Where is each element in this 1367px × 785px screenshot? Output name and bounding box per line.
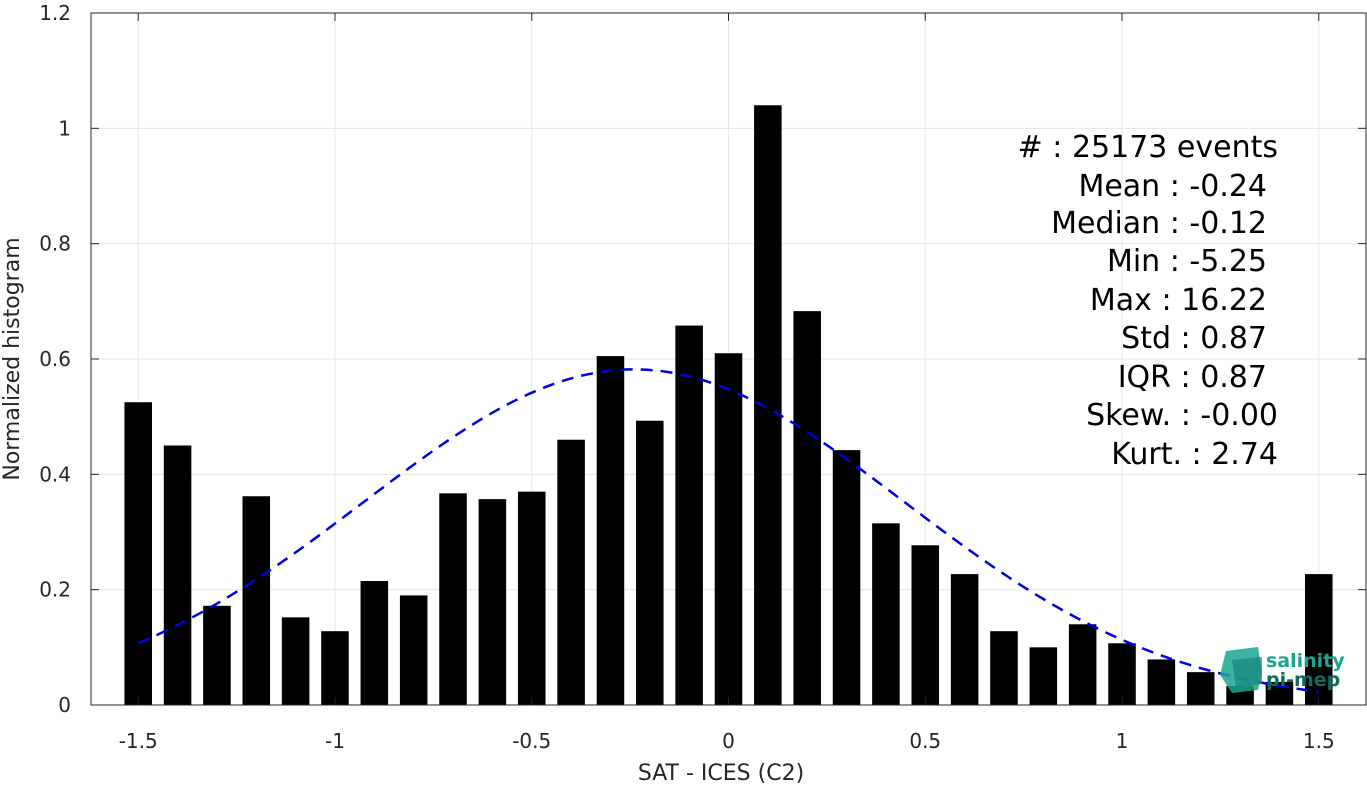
histogram-bar: [557, 439, 585, 705]
x-tick-label: 1.5: [1303, 729, 1335, 753]
histogram-bar: [478, 499, 507, 705]
histogram-bar: [1108, 643, 1136, 705]
y-tick-label: 1: [58, 116, 71, 140]
y-tick-label: 0: [58, 693, 71, 717]
x-axis-label: SAT - ICES (C2): [638, 761, 804, 785]
x-tick-label: 1: [1116, 729, 1129, 753]
stat-min: Min : -5.25: [1107, 244, 1267, 279]
histogram-bar: [596, 356, 625, 705]
histogram-bar: [281, 617, 310, 705]
y-tick-label: 0.4: [39, 462, 71, 486]
histogram-bar: [990, 631, 1018, 705]
normal-fit-curve: [137, 368, 1319, 693]
histogram-bar: [950, 574, 979, 705]
histogram-bar: [1305, 574, 1333, 705]
stat-iqr: IQR : 0.87: [1118, 360, 1267, 395]
histogram-bar: [439, 493, 467, 705]
histogram-bar: [124, 402, 152, 705]
y-tick-label: 1.2: [39, 1, 71, 25]
histogram-bar: [636, 420, 664, 705]
y-axis-label: Normalized histogram: [0, 237, 25, 480]
logo-text-pimep: pi-mep: [1266, 669, 1340, 691]
salinity-pimep-logo: salinity pi-mep: [1220, 647, 1345, 693]
histogram-bar: [793, 311, 821, 705]
histogram-bar: [754, 105, 782, 706]
stats-box: # : 25173 events Mean : -0.24 Median : -…: [1018, 130, 1278, 472]
stat-std: Std : 0.87: [1121, 321, 1267, 356]
stat-median: Median : -0.12: [1051, 206, 1267, 241]
y-tick-label: 0.6: [39, 347, 71, 371]
histogram-bar: [675, 325, 703, 705]
x-tick-label: 0.5: [909, 729, 941, 753]
x-tick-label: -0.5: [512, 729, 551, 753]
histogram-bar: [714, 353, 743, 705]
histogram-bar: [1068, 624, 1097, 705]
stat-max: Max : 16.22: [1090, 283, 1267, 318]
y-tick-label: 0.8: [39, 232, 71, 256]
stat-events: # : 25173 events: [1018, 130, 1278, 165]
stat-mean: Mean : -0.24: [1078, 169, 1267, 204]
histogram-bar: [321, 631, 349, 705]
stat-skew: Skew. : -0.00: [1086, 398, 1278, 433]
histogram-bar: [360, 581, 389, 705]
histogram-bar: [399, 595, 428, 705]
logo-shape-shadow-icon: [1232, 657, 1262, 688]
x-tick-label: -1: [325, 729, 345, 753]
histogram-bar: [163, 445, 192, 705]
histogram-bar: [872, 523, 900, 705]
histogram-bar: [1147, 659, 1176, 705]
histogram-bar: [911, 545, 940, 705]
histogram-bars: [124, 105, 1333, 706]
x-tick-label: -1.5: [119, 729, 158, 753]
stat-kurt: Kurt. : 2.74: [1111, 437, 1278, 472]
histogram-bar: [1029, 647, 1058, 705]
logo-text-salinity: salinity: [1266, 650, 1345, 672]
histogram-bar: [832, 450, 861, 705]
histogram-bar: [517, 491, 546, 705]
axis-ticks: -1.5 -1 -0.5 0 0.5 1 1.5 0 0.2 0.4 0.6 0.8 1 1.2: [39, 1, 1366, 753]
x-tick-label: 0: [722, 729, 735, 753]
histogram-bar: [1186, 672, 1215, 705]
histogram-bar: [242, 496, 271, 705]
y-tick-label: 0.2: [39, 578, 71, 602]
histogram-bar: [203, 605, 231, 705]
